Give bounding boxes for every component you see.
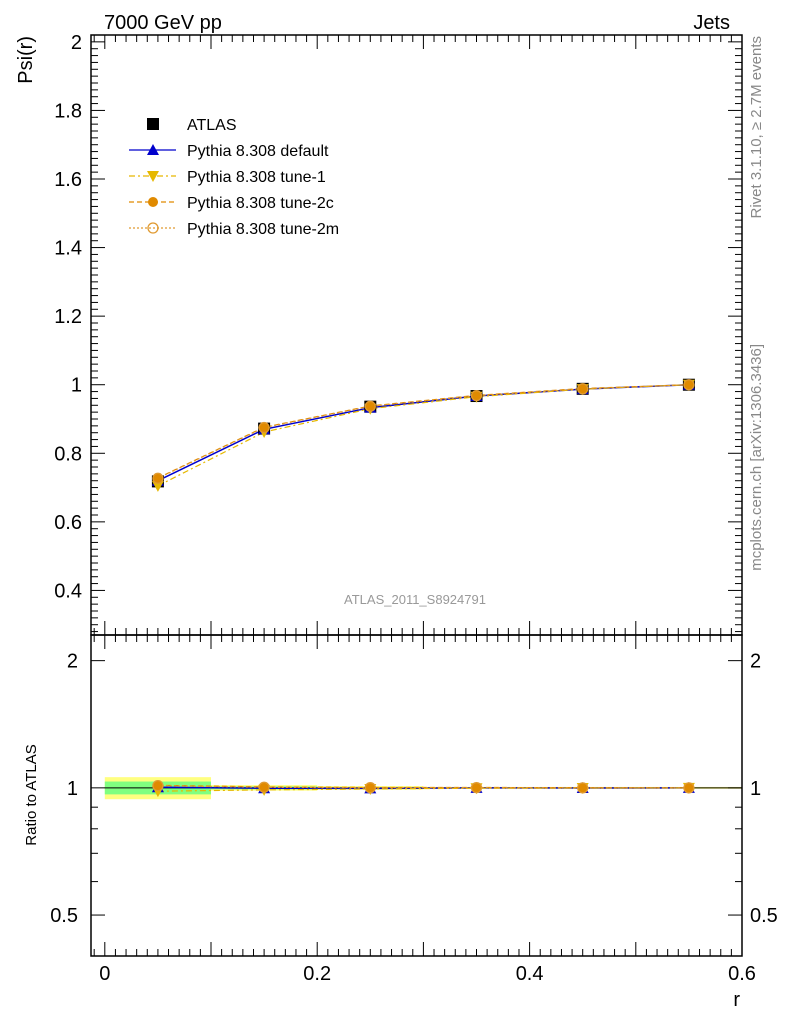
legend-marker-default — [147, 144, 159, 155]
legend-label-tune2c: Pythia 8.308 tune-2c — [187, 195, 334, 212]
ratio-point-tune2c — [683, 782, 694, 793]
ratio-ylabel: Ratio to ATLAS — [23, 744, 40, 845]
y-tick-label: 1.4 — [54, 238, 82, 260]
y-tick-label: 1.6 — [54, 169, 82, 191]
main-point-tune2m — [577, 383, 589, 395]
ratio-y-tick-label: 1 — [67, 778, 78, 800]
watermark: ATLAS_2011_S8924791 — [344, 592, 486, 607]
y-tick-label: 0.6 — [54, 512, 82, 534]
ratio-point-tune2m — [258, 781, 270, 793]
tick-labels: 0 0.2 0.4 0.6 0.4 0.6 0.8 1 1.2 1.4 1.6 1.8 2 0.5 0.5 1… — [50, 32, 778, 985]
main-ylabel: Psi(r) — [15, 36, 37, 84]
header-left: 7000 GeV pp — [104, 12, 222, 34]
main-point-tune2m — [364, 400, 376, 412]
legend-marker-atlas — [147, 118, 159, 130]
ratio-y-tick-label: 0.5 — [50, 905, 78, 927]
series-markers — [151, 378, 695, 798]
x-tick-label: 0.4 — [516, 963, 544, 985]
ratio-panel-frame — [90, 634, 743, 957]
legend-marker-tune2m — [147, 222, 159, 234]
ratio-point-tune2c — [577, 782, 588, 793]
main-point-tune2m — [470, 390, 483, 402]
ratio-y-tick-label-right: 0.5 — [750, 905, 778, 927]
x-tick-label: 0.2 — [303, 963, 331, 985]
series-lines — [157, 383, 689, 792]
y-tick-label: 1.8 — [54, 100, 82, 122]
ratio-point-tune2c — [152, 780, 163, 791]
mcplots-label: mcplots.cern.ch [arXiv:1306.3436] — [748, 344, 765, 571]
y-tick-label: 0.4 — [54, 580, 82, 602]
x-tick-label: 0.6 — [728, 963, 756, 985]
main-point-tune2c — [259, 422, 270, 433]
ratio-point-tune2m — [152, 780, 164, 792]
main-point-tune2c — [683, 379, 694, 390]
ratio-point-tune2m — [364, 782, 376, 794]
main-point-tune2m — [258, 421, 270, 434]
y-tick-label: 1.2 — [54, 306, 82, 328]
ratio-y-tick-label-right: 2 — [750, 651, 761, 673]
ratio-point-tune2c — [471, 782, 482, 793]
main-point-tune1 — [151, 480, 164, 492]
y-tick-label: 1 — [71, 375, 82, 397]
ratio-point-tune2c — [365, 782, 376, 793]
x-axis-label: r — [733, 989, 740, 1011]
y-tick-label: 2 — [71, 32, 82, 54]
main-point-tune2m — [683, 379, 695, 391]
legend: ATLAS Pythia 8.308 default Pythia 8.308 tu… — [129, 117, 339, 238]
main-line-tune2c — [157, 384, 689, 479]
legend-marker-tune2c — [148, 197, 158, 207]
x-tick-label: 0 — [99, 963, 110, 985]
main-line-tune1 — [157, 384, 689, 487]
main-point-tune2c — [577, 383, 588, 394]
main-point-tune2m — [152, 472, 164, 484]
legend-label-atlas: ATLAS — [187, 117, 237, 134]
rivet-label: Rivet 3.1.10, ≥ 2.7M events — [748, 36, 765, 219]
y-tick-label: 0.8 — [54, 443, 82, 465]
ratio-point-tune2m — [683, 782, 695, 794]
main-point-tune2c — [365, 400, 376, 411]
legend-marker-tune1 — [147, 171, 159, 182]
main-line-tune2m — [157, 384, 689, 479]
main-line-default — [157, 383, 689, 482]
header-right: Jets — [693, 12, 730, 34]
ratio-line-tune2m — [157, 785, 689, 789]
ratio-point-tune2m — [577, 782, 589, 794]
legend-label-tune2m: Pythia 8.308 tune-2m — [187, 221, 339, 238]
legend-label-tune1: Pythia 8.308 tune-1 — [187, 169, 326, 186]
legend-label-default: Pythia 8.308 default — [187, 143, 329, 160]
ratio-y-tick-label-right: 1 — [750, 778, 761, 800]
ratio-point-tune2c — [259, 781, 270, 792]
main-point-tune2c — [471, 390, 482, 401]
ratio-point-tune2m — [470, 782, 483, 794]
ratio-line-tune1 — [157, 787, 689, 792]
ratio-y-tick-label: 2 — [67, 651, 78, 673]
main-point-tune2c — [152, 472, 163, 483]
